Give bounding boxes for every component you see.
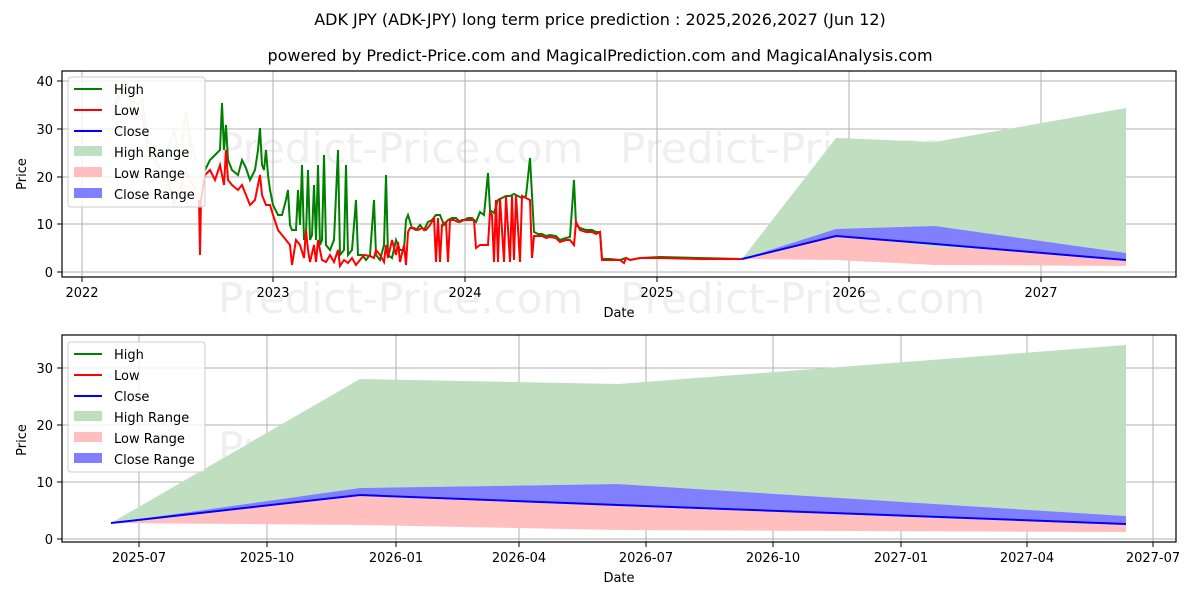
- x-tick-label: 2023: [256, 286, 289, 301]
- y-tick-label: 0: [45, 533, 53, 548]
- top-axes-frame: [61, 70, 1177, 278]
- x-tick-label: 2026-10: [746, 551, 800, 566]
- legend-label: Low: [114, 369, 140, 384]
- x-tick-label: 2026-01: [369, 551, 423, 566]
- legend-label: Close: [114, 125, 149, 140]
- legend-high-range-swatch: [74, 146, 102, 156]
- y-axis-label: Price: [15, 158, 30, 190]
- legend-high-range-swatch: [74, 411, 102, 421]
- y-tick-label: 10: [36, 218, 53, 233]
- legend-low-range-swatch: [74, 167, 102, 177]
- bottom-chart: Predict-Price.com Predict-Price.com: [15, 334, 1180, 586]
- x-tick-label: 2027-04: [1000, 551, 1054, 566]
- y-tick-label: 40: [36, 75, 53, 90]
- legend-label: High: [114, 348, 144, 363]
- x-tick-label: 2027-01: [874, 551, 928, 566]
- chart-subtitle: powered by Predict-Price.com and Magical…: [267, 46, 933, 65]
- y-tick-label: 0: [45, 266, 53, 281]
- x-tick-label: 2027-07: [1126, 551, 1180, 566]
- low-history-line: [198, 149, 742, 269]
- y-tick-label: 20: [36, 171, 53, 186]
- x-tick-label: 2025-10: [240, 551, 294, 566]
- x-tick-label: 2022: [65, 286, 98, 301]
- top-chart: Predict-Price.com Predict-Price.com Pred…: [15, 70, 1177, 323]
- y-tick-label: 10: [36, 476, 53, 491]
- x-tick-label: 2027: [1024, 286, 1057, 301]
- chart-title: ADK JPY (ADK-JPY) long term price predic…: [314, 10, 886, 29]
- legend-label: High Range: [114, 411, 189, 426]
- close-line: [110, 493, 1127, 525]
- x-tick-label: 2025-07: [112, 551, 166, 566]
- legend-close-range-swatch: [74, 188, 102, 198]
- high-history-line: [204, 102, 743, 263]
- bottom-y-axis: 0 10 20 30 Price: [15, 362, 62, 548]
- x-axis-label: Date: [603, 306, 634, 321]
- legend-label: High Range: [114, 146, 189, 161]
- x-tick-label: 2026-04: [492, 551, 546, 566]
- watermark: Predict-Price.com: [620, 274, 985, 323]
- legend-label: Close: [114, 390, 149, 405]
- high-range-area: [111, 345, 1126, 523]
- legend-label: Low: [114, 104, 140, 119]
- x-axis-label: Date: [603, 571, 634, 586]
- y-tick-label: 30: [36, 123, 53, 138]
- bottom-axes-frame: [61, 334, 1177, 543]
- legend-close-range-swatch: [74, 453, 102, 463]
- y-tick-label: 20: [36, 419, 53, 434]
- y-axis-label: Price: [15, 424, 30, 456]
- legend-box: [67, 76, 206, 208]
- watermark: Predict-Price.com: [218, 124, 583, 173]
- top-y-axis: 0 10 20 30 40 Price: [15, 75, 62, 281]
- bottom-legend: High Low Close High Range Low Range Clos…: [67, 341, 206, 473]
- high-range-area: [742, 108, 1126, 259]
- legend-low-range-swatch: [74, 432, 102, 442]
- y-tick-label: 30: [36, 362, 53, 377]
- x-tick-label: 2026-07: [619, 551, 673, 566]
- legend-box: [67, 341, 206, 473]
- bottom-x-axis: 2025-07 2025-10 2026-01 2026-04 2026-07 …: [112, 542, 1180, 586]
- close-line: [741, 234, 1127, 261]
- watermark: Predict-Price.com: [218, 274, 583, 323]
- legend-label: Low Range: [114, 432, 185, 447]
- legend-label: High: [114, 83, 144, 98]
- x-tick-label: 2025: [640, 286, 673, 301]
- legend-label: Close Range: [114, 188, 195, 203]
- legend-label: Low Range: [114, 167, 185, 182]
- x-tick-label: 2024: [448, 286, 481, 301]
- x-tick-label: 2026: [832, 286, 865, 301]
- legend-label: Close Range: [114, 453, 195, 468]
- low-range-area: [742, 235, 1126, 266]
- top-x-axis: 2022 2023 2024 2025 2026 2027 Date: [65, 277, 1058, 321]
- low-range-area: [111, 495, 1126, 532]
- top-legend: High Low Close High Range Low Range Clos…: [67, 76, 206, 208]
